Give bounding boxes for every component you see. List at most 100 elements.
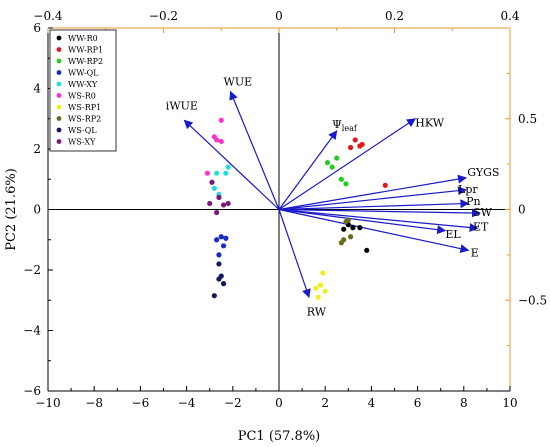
point-WS-QL bbox=[211, 293, 217, 299]
loading-arrow-Pn bbox=[278, 199, 470, 211]
legend-label-WW-R0: WW-R0 bbox=[68, 34, 98, 43]
legend-marker-WS-RP2 bbox=[56, 116, 62, 121]
right-tick-label: 0 bbox=[518, 203, 526, 217]
loading-label-E: E bbox=[471, 246, 479, 259]
y-tick-label: 4 bbox=[33, 82, 41, 96]
legend-label-WW-XY: WW-XY bbox=[68, 80, 98, 89]
legend-label-WS-QL: WS-QL bbox=[68, 126, 97, 135]
loading-arrow-Lpr bbox=[278, 186, 468, 211]
loading-label-WUE: WUE bbox=[224, 75, 253, 88]
point-WW-R0 bbox=[364, 247, 370, 253]
loading-arrow-RW bbox=[278, 209, 311, 299]
point-WW-RP1 bbox=[348, 144, 354, 151]
point-WS-QL bbox=[216, 276, 222, 282]
legend-label-WS-RP2: WS-RP2 bbox=[68, 115, 101, 124]
point-WW-XY bbox=[214, 170, 220, 176]
right-tick-label: 0.5 bbox=[518, 112, 537, 126]
loading-arrow-SW bbox=[278, 208, 481, 218]
legend-label-WS-XY: WS-XY bbox=[68, 138, 96, 147]
point-WW-R0 bbox=[341, 226, 347, 232]
loading-arrow-E bbox=[278, 208, 470, 254]
legend: WW-R0 WW-RP1 WW-RP2 WW-QL WW-XY WS-R0 WS-RP1 WS… bbox=[49, 29, 117, 152]
point-WS-XY bbox=[214, 209, 220, 216]
legend-marker-WW-R0 bbox=[56, 35, 62, 41]
legend-marker-WW-RP2 bbox=[56, 58, 62, 64]
loading-label-subscript: leaf bbox=[342, 124, 358, 133]
point-WW-QL bbox=[214, 237, 220, 243]
top-tick-label: 0.4 bbox=[500, 9, 519, 23]
y-tick-label: 2 bbox=[33, 142, 41, 156]
point-WS-R0 bbox=[214, 137, 220, 143]
point-WS-R0 bbox=[218, 117, 224, 123]
legend-label-WW-RP1: WW-RP1 bbox=[68, 46, 103, 55]
legend-marker-WS-R0 bbox=[56, 93, 62, 98]
point-WW-RP2 bbox=[334, 155, 340, 161]
x-tick-label: 8 bbox=[460, 396, 468, 410]
y-tick-label: −2 bbox=[23, 263, 41, 277]
legend-label-WS-RP1: WS-RP1 bbox=[68, 103, 101, 112]
y-tick-label: 6 bbox=[33, 21, 41, 35]
x-tick-label: 0 bbox=[275, 396, 283, 410]
point-WW-XY bbox=[223, 170, 229, 176]
legend-marker-WS-RP1 bbox=[56, 104, 62, 110]
point-WW-QL bbox=[223, 235, 229, 241]
point-WW-RP2 bbox=[338, 176, 344, 182]
point-WW-RP2 bbox=[324, 160, 331, 166]
point-WW-RP2 bbox=[343, 181, 349, 187]
loading-arrow-GYGS bbox=[278, 174, 467, 211]
legend-marker-WW-QL bbox=[56, 70, 62, 75]
loading-label-Ψ: Ψleaf bbox=[332, 118, 358, 133]
y-tick-label: −6 bbox=[23, 384, 41, 398]
loading-label-EL: EL bbox=[445, 228, 461, 241]
right-tick-label: −0.5 bbox=[518, 293, 547, 307]
legend-label-WW-QL: WW-QL bbox=[68, 69, 99, 78]
top-tick-label: −0.2 bbox=[149, 9, 178, 23]
loading-label-Pn: Pn bbox=[466, 195, 481, 208]
loading-arrow-HKW bbox=[278, 118, 417, 210]
legend-marker-WW-XY bbox=[56, 81, 62, 87]
loading-label-ET: ET bbox=[473, 221, 489, 234]
loading-arrow-ET bbox=[278, 208, 479, 232]
x-tick-label: 4 bbox=[368, 396, 376, 410]
y-axis-title: PC2 (21.6%) bbox=[4, 168, 19, 251]
x-tick-label: −2 bbox=[224, 396, 242, 410]
point-WW-QL bbox=[216, 252, 222, 258]
point-WS-RP1 bbox=[317, 282, 324, 288]
legend-label-WW-RP2: WW-RP2 bbox=[68, 57, 103, 66]
x-axis-title: PC1 (57.8%) bbox=[238, 429, 321, 444]
point-WS-XY bbox=[216, 194, 222, 200]
point-WW-R0 bbox=[357, 225, 363, 231]
loading-label-HKW: HKW bbox=[415, 116, 444, 129]
x-tick-label: 2 bbox=[321, 396, 329, 410]
top-tick-label: 0 bbox=[275, 9, 283, 23]
point-WS-RP2 bbox=[345, 217, 351, 223]
point-WS-QL bbox=[220, 281, 227, 287]
point-WS-R0 bbox=[218, 138, 224, 145]
loading-arrow-WUE bbox=[229, 90, 280, 210]
point-WW-RP1 bbox=[357, 143, 363, 149]
point-WS-R0 bbox=[204, 170, 210, 176]
legend-label-WS-R0: WS-R0 bbox=[68, 92, 96, 101]
point-WS-RP1 bbox=[313, 285, 319, 291]
point-WW-RP2 bbox=[329, 164, 335, 170]
point-WS-XY bbox=[209, 179, 215, 185]
point-WS-XY bbox=[220, 202, 227, 208]
point-WS-RP1 bbox=[315, 294, 321, 300]
point-WW-RP1 bbox=[382, 182, 388, 188]
point-WS-RP1 bbox=[320, 270, 326, 276]
loading-label-GYGS: GYGS bbox=[467, 166, 499, 179]
loading-label-Lpr: Lpr bbox=[458, 183, 478, 196]
top-tick-label: 0.2 bbox=[385, 9, 404, 23]
point-WS-XY bbox=[207, 200, 213, 207]
loading-label-iWUE: iWUE bbox=[166, 100, 198, 113]
legend-marker-WS-QL bbox=[56, 127, 62, 133]
x-tick-label: −8 bbox=[85, 396, 103, 410]
legend-marker-WS-XY bbox=[56, 139, 62, 144]
point-WW-QL bbox=[220, 243, 227, 249]
point-WW-XY bbox=[211, 185, 217, 191]
x-tick-label: −10 bbox=[35, 396, 60, 410]
loading-arrow-EL bbox=[278, 208, 447, 235]
x-tick-label: 6 bbox=[414, 396, 422, 410]
